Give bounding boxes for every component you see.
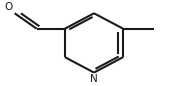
Text: O: O	[5, 2, 13, 12]
Text: N: N	[90, 74, 98, 84]
